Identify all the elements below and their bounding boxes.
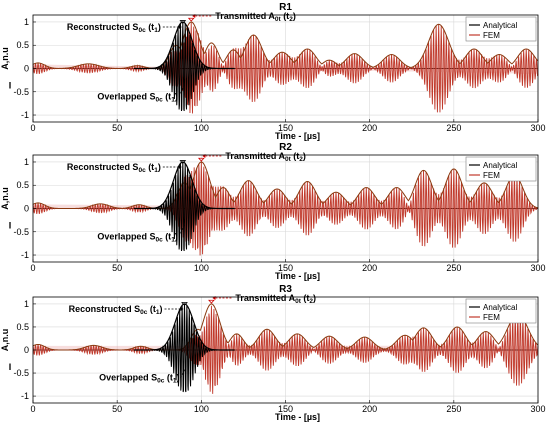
x-axis-label: Time - [µs] — [275, 131, 320, 141]
peak-marker-analytical — [179, 20, 187, 24]
x-tick-label: 300 — [530, 404, 545, 414]
panel-r2: R2 Reconstructed S0c (t1) Transmitted A0t … — [0, 142, 546, 281]
x-tick-label: 50 — [112, 123, 122, 133]
series-analytical-envelope — [134, 161, 235, 210]
annotation-arrowhead — [180, 307, 184, 311]
legend-box — [465, 16, 537, 42]
annotation-reconstructed: Reconstructed S0c (t1) — [67, 22, 161, 34]
y-tick-label: -1 — [21, 391, 29, 401]
peak-marker-fem — [197, 157, 205, 162]
y-axis-marker: I — [9, 362, 12, 372]
x-tick-label: 50 — [112, 263, 122, 273]
legend-label: Analytical — [483, 161, 517, 170]
x-axis-label: Time - [µs] — [275, 271, 320, 281]
annotation-arrow-overlapped — [178, 224, 186, 237]
series-fem-envelope — [32, 21, 539, 69]
series-fem-envelope — [32, 303, 539, 351]
legend-label: FEM — [483, 313, 500, 322]
annotation-reconstructed: Reconstructed S0c (t1) — [67, 162, 161, 174]
series-analytical-envelope — [134, 303, 235, 351]
y-axis-label: A,n.u — [0, 329, 10, 352]
annotation-arrowhead — [178, 165, 182, 169]
x-tick-label: 200 — [362, 404, 377, 414]
y-tick-label: 1 — [24, 299, 29, 309]
y-tick-label: -0.5 — [13, 227, 29, 237]
y-tick-label: 0.5 — [16, 180, 29, 190]
y-tick-label: -0.5 — [13, 368, 29, 378]
x-tick-label: 250 — [446, 404, 461, 414]
panel-title: R2 — [279, 142, 292, 153]
legend-box — [465, 156, 537, 182]
y-tick-label: 0 — [24, 345, 29, 355]
y-axis-label: A,n.u — [0, 47, 10, 70]
y-tick-label: 1 — [24, 17, 29, 27]
legend-label: FEM — [483, 171, 500, 180]
legend-label: Analytical — [483, 303, 517, 312]
y-tick-label: -1 — [21, 250, 29, 260]
legend-label: Analytical — [483, 21, 517, 30]
legend-label: FEM — [483, 31, 500, 40]
y-tick-label: 0.5 — [16, 40, 29, 50]
panel-title: R3 — [279, 284, 292, 295]
y-axis-marker: I — [9, 81, 12, 91]
x-tick-label: 200 — [362, 263, 377, 273]
series-fem-envelope — [32, 161, 539, 209]
x-tick-label: 100 — [194, 404, 209, 414]
x-tick-label: 50 — [112, 404, 122, 414]
annotation-reconstructed: Reconstructed S0c (t1) — [69, 304, 163, 316]
annotation-transmitted: Transmitted A0t (t2) — [235, 293, 316, 305]
x-tick-label: 250 — [446, 123, 461, 133]
y-tick-label: 0 — [24, 64, 29, 74]
annotation-overlapped: Overlapped S0c (t1) — [97, 231, 177, 243]
x-tick-label: 0 — [30, 263, 35, 273]
x-tick-label: 150 — [278, 123, 293, 133]
annotation-overlapped: Overlapped S0c (t1) — [99, 373, 179, 385]
peak-marker-analytical — [179, 160, 187, 164]
annotation-overlapped: Overlapped S0c (t1) — [97, 91, 177, 103]
x-axis-label: Time - [µs] — [275, 412, 320, 422]
annotation-arrow-overlapped — [178, 84, 186, 97]
x-tick-label: 250 — [446, 263, 461, 273]
annotation-transmitted: Transmitted A0t (t2) — [225, 151, 306, 163]
y-tick-label: 1 — [24, 157, 29, 167]
peak-marker-fem — [208, 299, 215, 304]
peak-marker-analytical — [181, 302, 188, 306]
x-tick-label: 100 — [194, 123, 209, 133]
series-analytical-envelope — [134, 21, 235, 70]
panel-title: R1 — [279, 2, 292, 13]
y-tick-label: -0.5 — [13, 87, 29, 97]
x-tick-label: 100 — [194, 263, 209, 273]
y-tick-label: 0.5 — [16, 322, 29, 332]
x-tick-label: 150 — [278, 404, 293, 414]
x-tick-label: 0 — [30, 123, 35, 133]
annotation-arrow-overlapped — [180, 365, 187, 378]
x-tick-label: 150 — [278, 263, 293, 273]
x-tick-label: 300 — [530, 263, 545, 273]
y-tick-label: -1 — [21, 110, 29, 120]
y-tick-label: 0 — [24, 204, 29, 214]
panel-r3: R3 Reconstructed S0c (t1) Transmitted A0t … — [0, 284, 546, 422]
x-tick-label: 200 — [362, 123, 377, 133]
y-axis-marker: I — [9, 221, 12, 231]
y-axis-label: A,n.u — [0, 187, 10, 210]
peak-marker-fem — [187, 17, 195, 22]
x-tick-label: 300 — [530, 123, 545, 133]
annotation-arrowhead — [178, 25, 182, 29]
legend-box — [465, 298, 537, 324]
annotation-transmitted: Transmitted A0t (t2) — [215, 11, 296, 23]
x-tick-label: 0 — [30, 404, 35, 414]
panel-r1: R1 Reconstructed S0c (t1) Transmitted A0t … — [0, 2, 546, 141]
